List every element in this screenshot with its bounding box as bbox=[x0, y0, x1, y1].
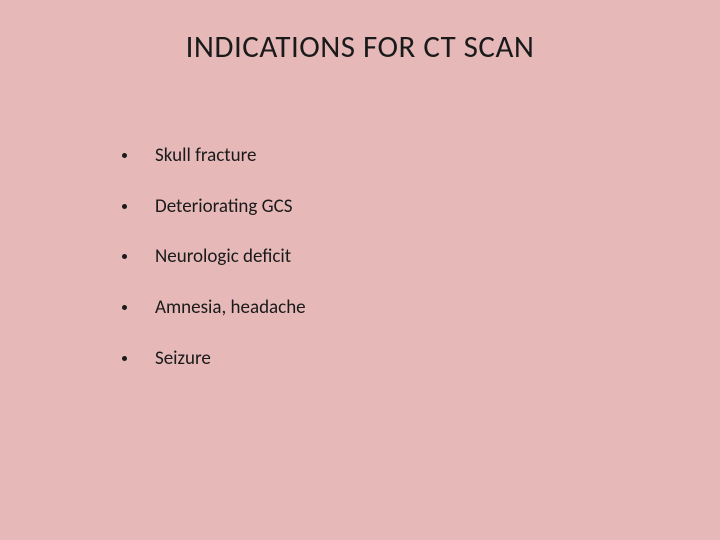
bullet-text: Neurologic deficit bbox=[155, 245, 291, 270]
bullet-list: Skull fracture Deteriorating GCS Neurolo… bbox=[0, 144, 720, 371]
list-item: Neurologic deficit bbox=[122, 245, 720, 270]
bullet-text: Deteriorating GCS bbox=[155, 195, 292, 220]
slide-container: INDICATIONS FOR CT SCAN Skull fracture D… bbox=[0, 0, 720, 540]
list-item: Amnesia, headache bbox=[122, 296, 720, 321]
bullet-icon bbox=[122, 305, 127, 310]
bullet-text: Amnesia, headache bbox=[155, 296, 306, 321]
bullet-icon bbox=[122, 254, 127, 259]
bullet-icon bbox=[122, 204, 127, 209]
bullet-text: Skull fracture bbox=[155, 144, 256, 169]
slide-title: INDICATIONS FOR CT SCAN bbox=[0, 28, 720, 66]
bullet-icon bbox=[122, 153, 127, 158]
bullet-text: Seizure bbox=[155, 347, 211, 372]
list-item: Skull fracture bbox=[122, 144, 720, 169]
list-item: Seizure bbox=[122, 347, 720, 372]
bullet-icon bbox=[122, 356, 127, 361]
list-item: Deteriorating GCS bbox=[122, 195, 720, 220]
